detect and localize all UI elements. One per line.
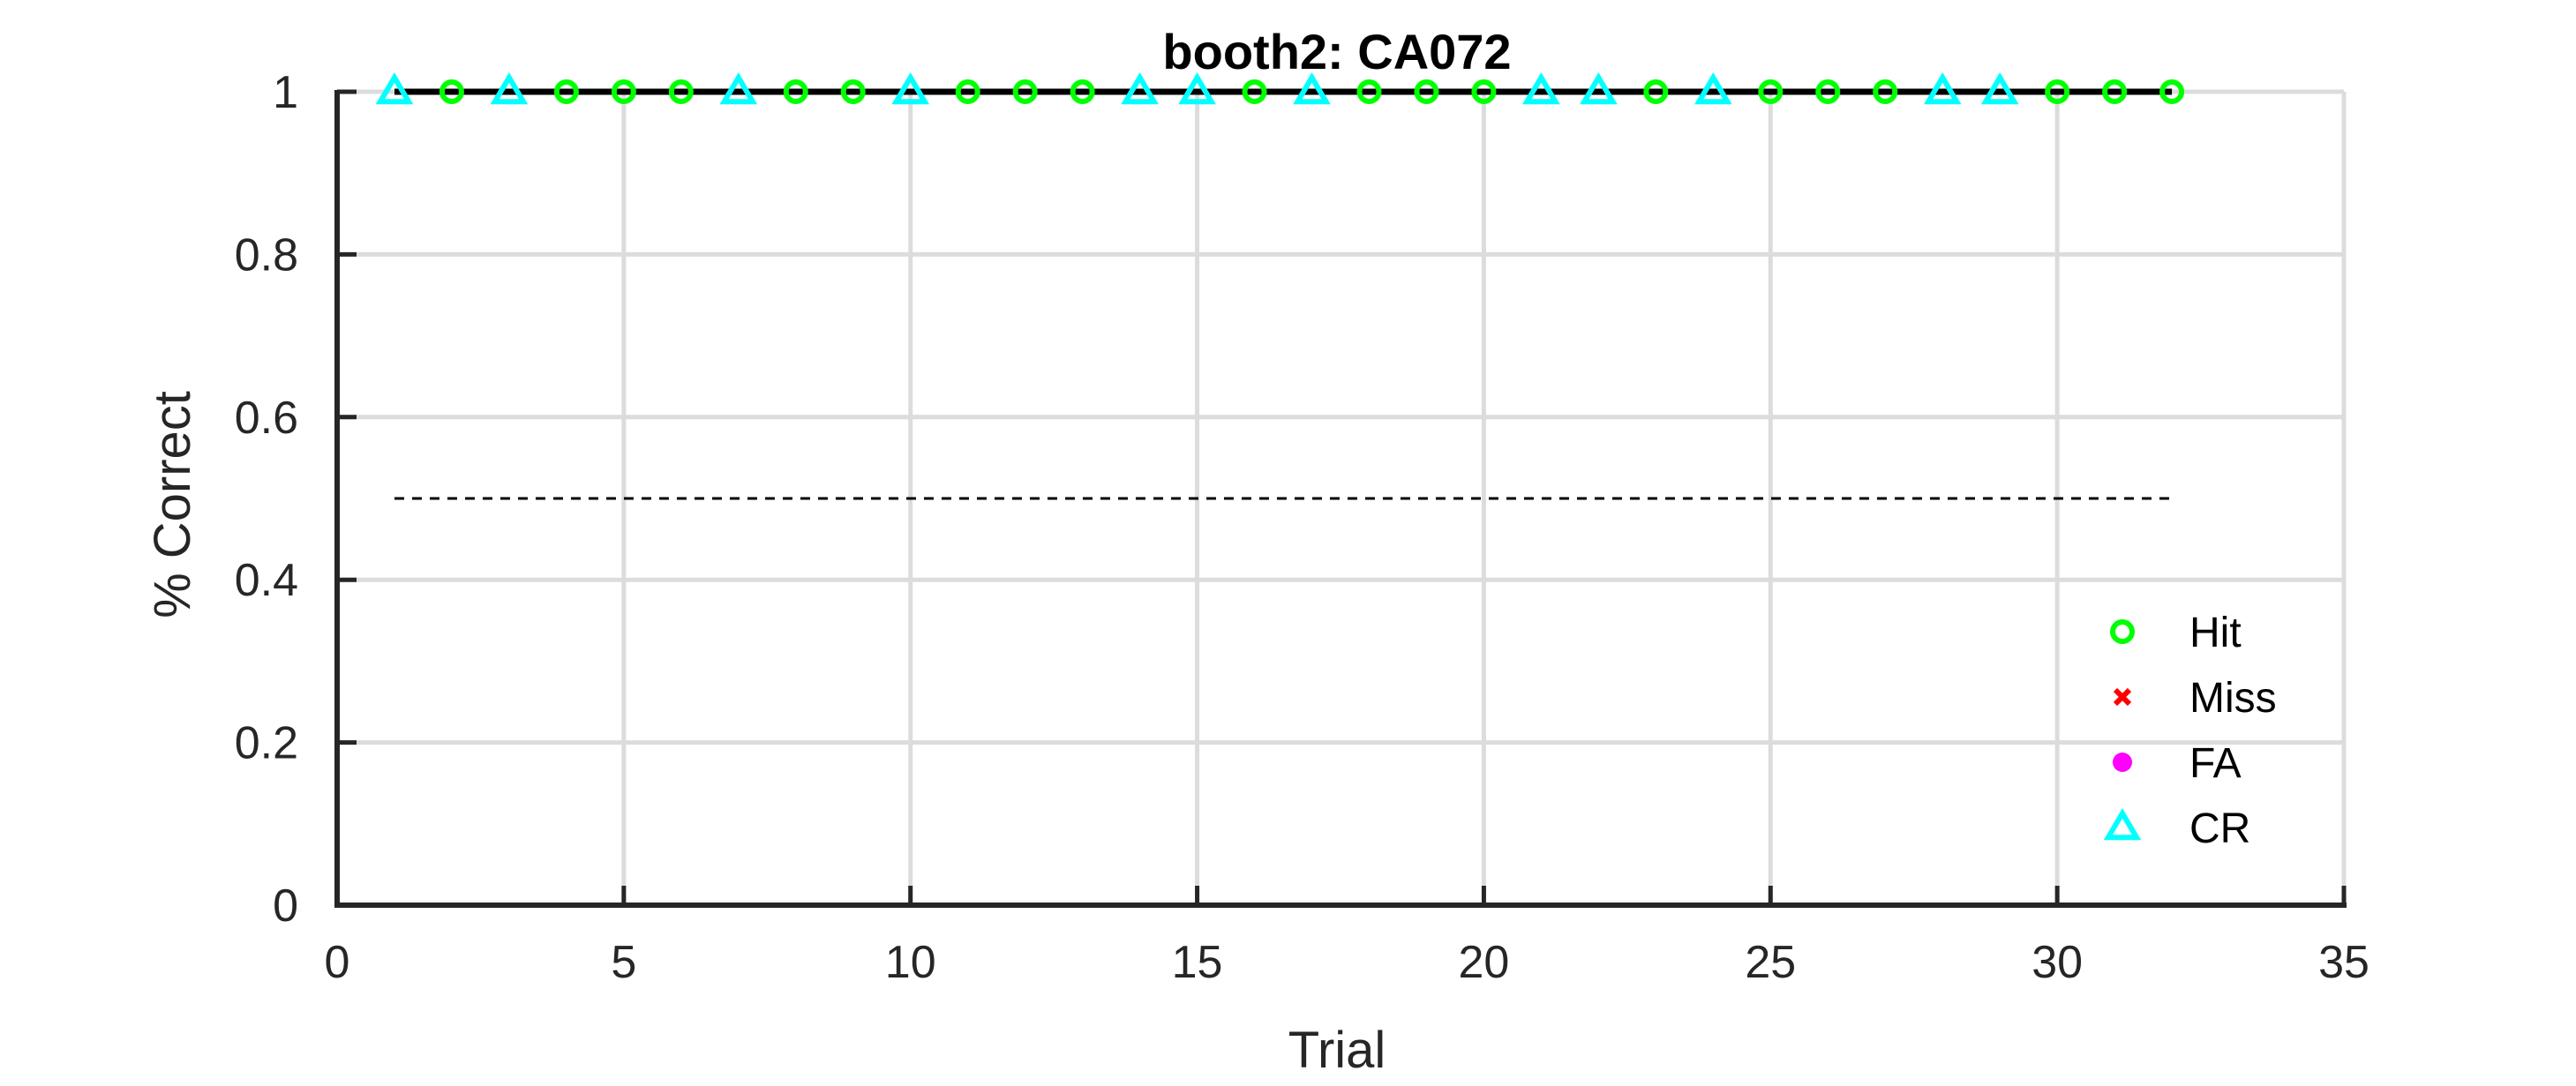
hit-point: [439, 79, 464, 104]
hit-point: [955, 79, 980, 104]
legend-miss-label: Miss: [2189, 675, 2277, 722]
cr-point: [1923, 71, 1962, 105]
hit-point: [1356, 79, 1382, 104]
legend-fa-label: FA: [2189, 740, 2242, 787]
hit-point: [840, 79, 866, 104]
y-tick-label: 0.6: [235, 393, 298, 444]
hit-point: [1815, 79, 1841, 104]
legend-hit-label: Hit: [2189, 610, 2242, 656]
cr-point: [1522, 71, 1560, 105]
hit-point: [1471, 79, 1497, 104]
x-tick-label: 5: [611, 937, 636, 988]
y-axis-title: % Correct: [144, 391, 201, 618]
hit-point: [1070, 79, 1095, 104]
hit-point: [553, 79, 579, 104]
hit-point: [668, 79, 694, 104]
x-tick-label: 15: [1172, 937, 1223, 988]
hit-point: [1012, 79, 1038, 104]
legend-fa-marker: [2113, 753, 2132, 772]
hit-point: [2102, 79, 2128, 104]
y-tick-label: 0.4: [235, 555, 298, 606]
hit-point: [2045, 79, 2070, 104]
x-tick-label: 10: [885, 937, 936, 988]
hit-point: [1414, 79, 1439, 104]
hit-point: [1242, 79, 1267, 104]
chart-title: booth2: CA072: [1162, 24, 1511, 79]
cr-point: [719, 71, 758, 105]
legend-cr-marker: [2103, 807, 2142, 841]
legend: Hit Miss FA CR: [2103, 610, 2277, 852]
cr-point: [1178, 71, 1216, 105]
cr-point: [1293, 71, 1331, 105]
y-tick-label: 1: [273, 67, 298, 118]
cr-point: [1580, 71, 1618, 105]
cr-point: [375, 71, 414, 105]
hit-point: [1643, 79, 1669, 104]
data-markers: [375, 71, 2185, 105]
axes: 0 5 10 15 20 25 30 35 0 0.2 0.4 0.6 0.8 1: [235, 67, 2369, 988]
hit-point: [611, 79, 636, 104]
hit-point: [2159, 79, 2185, 104]
y-tick-label: 0.8: [235, 229, 298, 281]
x-tick-label: 30: [2032, 937, 2083, 988]
x-tick-label: 35: [2318, 937, 2369, 988]
cr-point: [891, 71, 930, 105]
cr-point: [1121, 71, 1159, 105]
hit-point: [1873, 79, 1898, 104]
cr-point: [1694, 71, 1732, 105]
x-tick-label: 20: [1459, 937, 1510, 988]
x-tick-label: 0: [325, 937, 350, 988]
cr-point: [1980, 71, 2019, 105]
cr-point: [490, 71, 529, 105]
y-tick-label: 0: [273, 880, 298, 932]
x-tick-label: 25: [1745, 937, 1796, 988]
x-axis-title: Trial: [1288, 1022, 1386, 1079]
legend-cr-label: CR: [2189, 805, 2250, 852]
legend-miss-marker: [2113, 687, 2132, 707]
y-tick-label: 0.2: [235, 718, 298, 769]
legend-hit-marker: [2110, 619, 2135, 644]
hit-point: [1758, 79, 1784, 104]
hit-point: [783, 79, 808, 104]
